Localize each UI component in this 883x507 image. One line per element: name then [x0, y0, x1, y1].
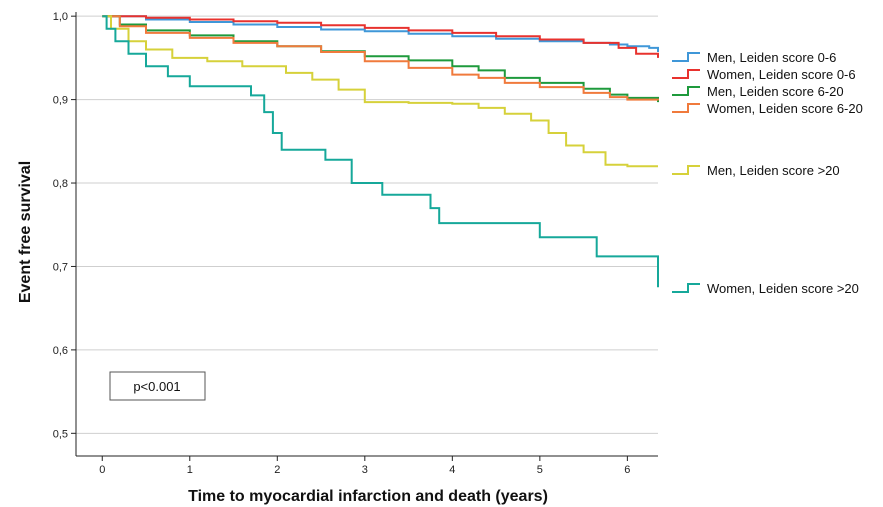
legend-item: Men, Leiden score 6-20 — [672, 84, 844, 99]
p-value-box — [109, 371, 206, 401]
legend-marker — [672, 69, 700, 79]
x-axis-label: Time to myocardial infarction and death … — [188, 488, 548, 505]
y-tick-label: 0,8 — [53, 178, 68, 190]
legend-label: Men, Leiden score >20 — [707, 163, 840, 178]
curve-series-5 — [102, 15, 658, 168]
legend-item: Women, Leiden score >20 — [672, 281, 859, 296]
x-tick-label: 1 — [187, 464, 193, 476]
y-tick-label: 0,7 — [53, 261, 68, 273]
p-value-annotation: p<0.001 — [109, 371, 206, 401]
survival-curves — [102, 15, 659, 288]
legend-marker — [672, 283, 700, 293]
curve-series-3 — [102, 15, 659, 103]
curve-series-1 — [102, 15, 659, 52]
x-axis-ticks: 0 1 2 3 4 5 6 — [99, 456, 630, 476]
x-tick-label: 3 — [362, 464, 368, 476]
legend-label: Women, Leiden score 6-20 — [707, 101, 863, 116]
curve-series-6 — [102, 15, 659, 288]
grid-lines — [76, 15, 658, 434]
legend-item: Women, Leiden score 6-20 — [672, 101, 863, 116]
y-axis-ticks: 0,5 0,6 0,7 0,8 0,9 1,0 — [53, 11, 76, 440]
curve-series-4 — [102, 15, 659, 101]
legend-label: Men, Leiden score 0-6 — [707, 50, 836, 65]
y-tick-label: 0,6 — [53, 345, 68, 357]
x-tick-label: 0 — [99, 464, 105, 476]
legend: Men, Leiden score 0-6 Women, Leiden score… — [672, 50, 863, 296]
curve-series-2 — [102, 15, 659, 58]
p-value-text: p<0.001 — [133, 379, 180, 394]
y-tick-label: 0,9 — [53, 95, 68, 107]
legend-marker — [672, 165, 700, 175]
legend-item: Men, Leiden score 0-6 — [672, 50, 836, 65]
x-tick-label: 5 — [537, 464, 543, 476]
x-tick-label: 4 — [449, 464, 455, 476]
legend-marker — [672, 86, 700, 96]
x-tick-label: 2 — [274, 464, 280, 476]
legend-label: Women, Leiden score 0-6 — [707, 67, 856, 82]
legend-item: Women, Leiden score 0-6 — [672, 67, 856, 82]
legend-item: Men, Leiden score >20 — [672, 163, 840, 178]
legend-label: Women, Leiden score >20 — [707, 281, 859, 296]
axes — [75, 12, 658, 457]
y-tick-label: 0,5 — [53, 428, 68, 440]
legend-marker — [672, 103, 700, 113]
legend-marker — [672, 52, 700, 62]
y-tick-label: 1,0 — [53, 11, 68, 23]
legend-label: Men, Leiden score 6-20 — [707, 84, 844, 99]
y-axis-label: Event free survival — [17, 161, 34, 303]
x-tick-label: 6 — [624, 464, 630, 476]
